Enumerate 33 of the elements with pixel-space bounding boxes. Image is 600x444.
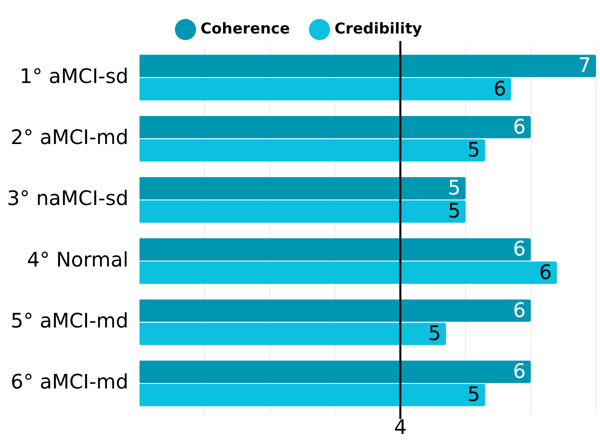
bar: [139, 177, 466, 200]
data-label: 6: [513, 114, 526, 138]
x-tick-label: 4: [394, 415, 407, 440]
y-tick-label: 4° Normal: [27, 247, 128, 272]
bar: [139, 238, 531, 261]
bar: [139, 78, 512, 100]
bar: [139, 139, 486, 162]
bar: [139, 384, 486, 406]
data-label: 5: [467, 138, 480, 162]
data-label: 5: [448, 198, 461, 223]
data-label: 5: [448, 176, 461, 200]
bar: [139, 262, 557, 284]
y-tick-label: 1° aMCI-sd: [20, 64, 128, 88]
bar: [139, 200, 466, 223]
y-tick-label: 6° aMCI-md: [10, 370, 128, 394]
data-label: 6: [513, 359, 526, 383]
data-label: 6: [513, 298, 526, 322]
data-label: 7: [578, 53, 591, 78]
bar: [139, 322, 446, 346]
y-tick-label: 3° naMCI-sd: [6, 186, 128, 210]
bar: [139, 360, 531, 383]
bar: [139, 299, 531, 322]
legend-label: Credibility: [334, 19, 422, 38]
y-tick-label: 5° aMCI-md: [10, 308, 128, 332]
bar: [139, 54, 596, 78]
legend-label: Coherence: [200, 19, 290, 38]
data-label: 5: [428, 321, 441, 346]
y-tick-label: 2° aMCI-md: [10, 124, 128, 149]
bar: [139, 116, 531, 138]
data-label: 5: [467, 382, 480, 406]
data-label: 6: [513, 236, 526, 261]
data-label: 6: [539, 260, 552, 284]
data-label: 6: [493, 76, 506, 100]
